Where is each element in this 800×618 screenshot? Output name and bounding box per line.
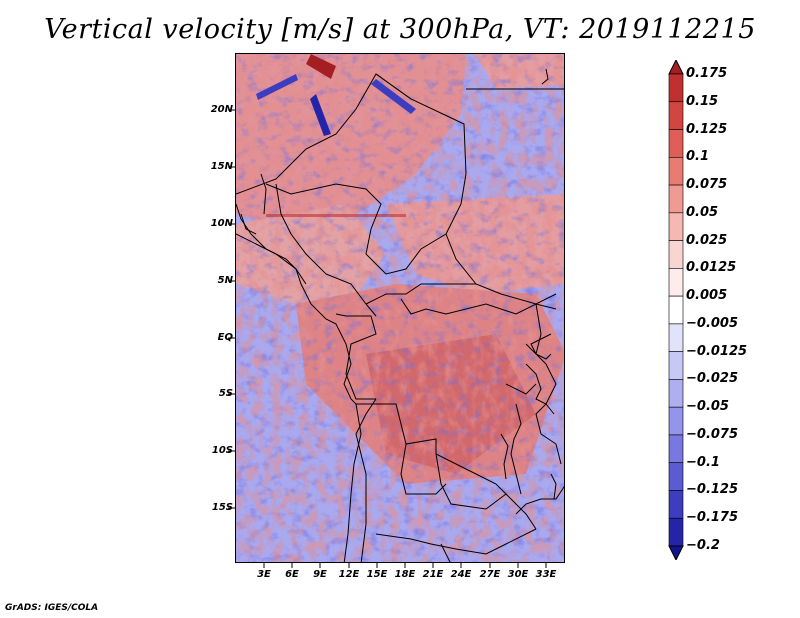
colorbar-label: −0.175 <box>686 510 739 526</box>
lon-label-18e: 18E <box>394 569 416 580</box>
colorbar-segment <box>668 379 684 408</box>
colorbar-segment <box>668 268 684 297</box>
colorbar-label: 0.075 <box>686 177 728 193</box>
lon-label-3e: 3E <box>257 569 271 580</box>
colorbar-segment <box>668 406 684 436</box>
lon-ticks <box>263 562 547 568</box>
colorbar-label: 0.1 <box>686 149 710 165</box>
lon-label-6e: 6E <box>285 569 299 580</box>
colorbar-bottom-arrow <box>668 545 684 560</box>
lat-label-5s: 5S <box>218 388 233 399</box>
colorbar-segment <box>668 212 684 241</box>
colorbar <box>668 60 684 560</box>
colorbar-label: −0.05 <box>686 399 729 415</box>
lat-label-10n: 10N <box>210 218 233 229</box>
lon-label-21e: 21E <box>422 569 444 580</box>
map-panel <box>235 53 565 563</box>
colorbar-top-arrow <box>668 60 684 75</box>
colorbar-label: 0.0125 <box>686 260 737 276</box>
colorbar-segment <box>668 517 684 547</box>
footer-credit: GrADS: IGES/COLA <box>5 603 99 613</box>
colorbar-label: −0.025 <box>686 371 739 387</box>
colorbar-label: 0.005 <box>686 288 728 304</box>
lon-label-9e: 9E <box>313 569 327 580</box>
neutral-speckle <box>236 54 564 562</box>
colorbar-segment <box>668 462 684 491</box>
velocity-field <box>236 54 564 562</box>
lat-label-5n: 5N <box>217 275 233 286</box>
lat-label-15s: 15S <box>211 502 233 513</box>
colorbar-label: −0.005 <box>686 315 739 331</box>
lon-label-15e: 15E <box>366 569 388 580</box>
lon-label-24e: 24E <box>450 569 472 580</box>
lon-label-33e: 33E <box>535 569 557 580</box>
lat-label-eq: EQ <box>217 332 233 343</box>
lon-label-12e: 12E <box>338 569 360 580</box>
colorbar-segment <box>668 156 684 186</box>
colorbar-label: −0.2 <box>686 538 720 553</box>
lat-label-10s: 10S <box>211 445 233 456</box>
colorbar-segment <box>668 323 684 352</box>
lat-label-15n: 15N <box>210 161 233 172</box>
colorbar-segment <box>668 240 684 269</box>
colorbar-label: 0.125 <box>686 121 728 137</box>
colorbar-segment <box>668 101 684 130</box>
colorbar-label: −0.1 <box>686 454 720 470</box>
colorbar-label: −0.075 <box>686 426 739 442</box>
lat-ticks <box>228 109 236 509</box>
country-borders <box>236 68 564 562</box>
colorbar-segment <box>668 295 684 325</box>
coastlines <box>236 203 557 562</box>
colorbar-label: 0.05 <box>686 204 719 220</box>
colorbar-segment <box>668 351 684 380</box>
colorbar-segment <box>668 490 684 519</box>
strong-features <box>256 54 416 217</box>
colorbar-label: −0.0125 <box>686 343 748 359</box>
colorbar-segment <box>668 184 684 214</box>
colorbar-segment <box>668 434 684 464</box>
colorbar-label: 0.025 <box>686 232 728 248</box>
lon-label-27e: 27E <box>479 569 501 580</box>
colorbar-segment <box>668 73 684 103</box>
colorbar-label: 0.175 <box>686 66 728 81</box>
lon-label-30e: 30E <box>507 569 529 580</box>
colorbar-segment <box>668 129 684 158</box>
lat-label-20n: 20N <box>210 104 233 115</box>
colorbar-label: 0.15 <box>686 93 719 109</box>
chart-title: Vertical velocity [m/s] at 300hPa, VT: 2… <box>44 14 756 45</box>
colorbar-label: −0.125 <box>686 482 739 498</box>
